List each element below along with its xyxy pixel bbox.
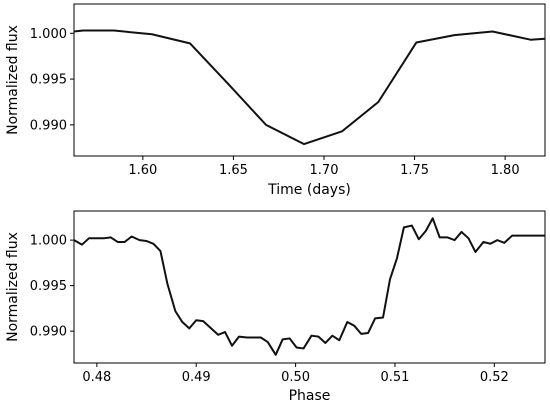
time-chart-y-tick-label: 0.990	[30, 118, 67, 133]
phase-chart-x-tick-label: 0.48	[82, 370, 111, 385]
phase-chart-x-axis-label: Phase	[289, 388, 331, 404]
phase-chart-y-tick-label: 0.990	[30, 325, 67, 340]
time-chart-y-tick-label: 0.995	[30, 73, 67, 88]
time-chart-x-ticks: 1.60 1.65 1.70 1.75 1.80	[128, 156, 520, 178]
phase-chart-y-axis-label: Normalized flux	[5, 232, 21, 342]
time-chart-x-tick-label: 1.65	[219, 163, 248, 178]
time-chart-x-tick-label: 1.80	[491, 163, 520, 178]
time-chart-x-tick-label: 1.70	[310, 163, 339, 178]
phase-chart-series-line	[73, 217, 545, 356]
phase-chart-x-ticks: 0.48 0.49 0.50 0.51 0.52	[82, 363, 509, 385]
time-chart: 1.60 1.65 1.70 1.75 1.80 0.990 0.995 1.000 Tim…	[5, 3, 546, 198]
phase-chart-x-tick-label: 0.50	[281, 370, 310, 385]
phase-chart-x-tick-label: 0.51	[380, 370, 409, 385]
phase-chart-x-tick-label: 0.49	[182, 370, 211, 385]
time-chart-frame	[73, 3, 546, 157]
phase-chart-x-tick-label: 0.52	[480, 370, 509, 385]
time-chart-x-axis-label: Time (days)	[267, 182, 351, 198]
phase-chart-frame	[73, 210, 546, 364]
time-chart-x-tick-label: 1.60	[128, 163, 157, 178]
time-chart-y-ticks: 0.990 0.995 1.000	[30, 27, 74, 133]
time-chart-y-axis-label: Normalized flux	[5, 25, 21, 135]
phase-chart: 0.48 0.49 0.50 0.51 0.52 0.990 0.995 1.000 Pha…	[5, 210, 546, 404]
phase-chart-y-ticks: 0.990 0.995 1.000	[30, 234, 74, 340]
time-chart-series-line	[73, 29, 546, 146]
phase-chart-y-tick-label: 1.000	[30, 234, 67, 249]
time-chart-y-tick-label: 1.000	[30, 27, 67, 42]
phase-chart-y-tick-label: 0.995	[30, 279, 67, 294]
time-chart-x-tick-label: 1.75	[400, 163, 429, 178]
